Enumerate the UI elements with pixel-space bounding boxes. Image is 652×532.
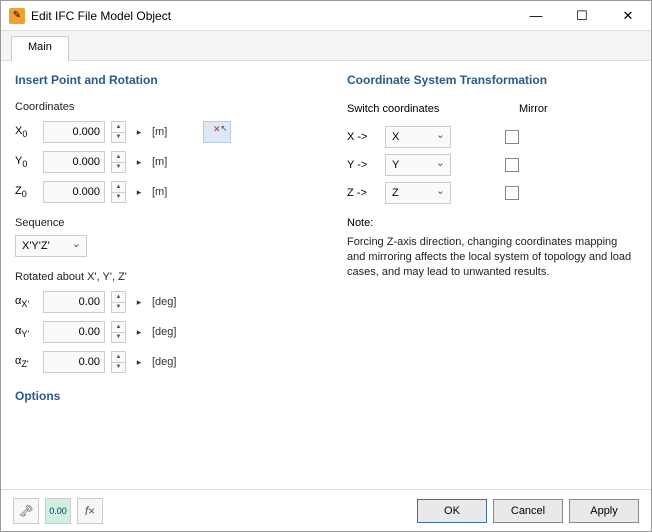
- coord-spinner-y[interactable]: ▲▼: [111, 151, 126, 173]
- rot-label-x: αX': [15, 295, 37, 309]
- coord-spinner-x[interactable]: ▲▼: [111, 121, 126, 143]
- sequence-select-wrap: X'Y'Z': [15, 235, 87, 257]
- coord-unit-z: [m]: [152, 186, 167, 198]
- function-icon[interactable]: f×: [77, 498, 103, 524]
- key-icon[interactable]: 🗝: [13, 498, 39, 524]
- coord-picker-x[interactable]: ▸: [132, 121, 146, 143]
- coord-input-z[interactable]: [43, 181, 105, 203]
- apply-button[interactable]: Apply: [569, 499, 639, 523]
- rot-input-x[interactable]: [43, 291, 105, 313]
- switch-row-z: Z -> Z: [347, 179, 637, 207]
- switch-select-y[interactable]: Y: [385, 154, 451, 176]
- rot-spinner-x[interactable]: ▲▼: [111, 291, 126, 313]
- sequence-select[interactable]: X'Y'Z': [15, 235, 87, 257]
- rot-picker-z[interactable]: ▸: [132, 351, 146, 373]
- coord-transform-panel: Coordinate System Transformation Switch …: [347, 69, 637, 379]
- maximize-button[interactable]: ☐: [559, 1, 605, 31]
- coord-row-x: X0 ▲▼ ▸ [m] ✕↖: [15, 119, 335, 145]
- rot-unit-y: [deg]: [152, 326, 176, 338]
- panel-title-insert: Insert Point and Rotation: [15, 69, 335, 95]
- cursor-indicator-icon[interactable]: ✕↖: [203, 121, 231, 143]
- coord-input-y[interactable]: [43, 151, 105, 173]
- tab-strip: Main: [1, 31, 651, 61]
- mirror-checkbox-z[interactable]: [505, 186, 519, 200]
- rot-spinner-y[interactable]: ▲▼: [111, 321, 126, 343]
- switch-row-y: Y -> Y: [347, 151, 637, 179]
- close-button[interactable]: ✕: [605, 1, 651, 31]
- rot-picker-y[interactable]: ▸: [132, 321, 146, 343]
- mirror-checkbox-y[interactable]: [505, 158, 519, 172]
- panel-title-transform: Coordinate System Transformation: [347, 69, 637, 95]
- coord-row-z: Z0 ▲▼ ▸ [m]: [15, 179, 335, 205]
- options-panel: Options: [15, 385, 637, 481]
- rot-picker-x[interactable]: ▸: [132, 291, 146, 313]
- insert-point-panel: Insert Point and Rotation Coordinates X0…: [15, 69, 335, 379]
- coord-row-y: Y0 ▲▼ ▸ [m]: [15, 149, 335, 175]
- tab-main[interactable]: Main: [11, 36, 69, 61]
- title-bar: ✎ Edit IFC File Model Object — ☐ ✕: [1, 1, 651, 31]
- coordinates-heading: Coordinates: [15, 101, 335, 113]
- mirror-checkbox-x[interactable]: [505, 130, 519, 144]
- switch-select-x[interactable]: X: [385, 126, 451, 148]
- coord-picker-y[interactable]: ▸: [132, 151, 146, 173]
- rot-unit-x: [deg]: [152, 296, 176, 308]
- switch-select-z[interactable]: Z: [385, 182, 451, 204]
- minimize-button[interactable]: —: [513, 1, 559, 31]
- rot-label-z: αZ': [15, 355, 37, 369]
- coord-unit-x: [m]: [152, 126, 167, 138]
- cancel-button[interactable]: Cancel: [493, 499, 563, 523]
- coord-input-x[interactable]: [43, 121, 105, 143]
- coord-picker-z[interactable]: ▸: [132, 181, 146, 203]
- app-icon: ✎: [9, 8, 25, 24]
- switch-label-x: X ->: [347, 131, 375, 143]
- coord-label-z: Z0: [15, 185, 37, 199]
- coord-unit-y: [m]: [152, 156, 167, 168]
- switch-label-y: Y ->: [347, 159, 375, 171]
- mirror-heading: Mirror: [519, 103, 548, 115]
- sequence-heading: Sequence: [15, 217, 335, 229]
- content-area: Insert Point and Rotation Coordinates X0…: [1, 61, 651, 489]
- rot-row-x: αX' ▲▼ ▸ [deg]: [15, 289, 335, 315]
- panel-title-options: Options: [15, 385, 637, 411]
- rot-input-z[interactable]: [43, 351, 105, 373]
- dialog-footer: 🗝 0.00 f× OK Cancel Apply: [1, 489, 651, 531]
- dialog-window: ✎ Edit IFC File Model Object — ☐ ✕ Main …: [0, 0, 652, 532]
- rot-row-y: αY' ▲▼ ▸ [deg]: [15, 319, 335, 345]
- coord-label-x: X0: [15, 125, 37, 139]
- ok-button[interactable]: OK: [417, 499, 487, 523]
- rot-row-z: αZ' ▲▼ ▸ [deg]: [15, 349, 335, 375]
- window-title: Edit IFC File Model Object: [31, 9, 513, 23]
- rot-label-y: αY': [15, 325, 37, 339]
- rot-spinner-z[interactable]: ▲▼: [111, 351, 126, 373]
- switch-heading: Switch coordinates: [347, 103, 487, 115]
- units-icon[interactable]: 0.00: [45, 498, 71, 524]
- rotated-heading: Rotated about X', Y', Z': [15, 271, 335, 283]
- switch-header-row: Switch coordinates Mirror: [347, 95, 637, 123]
- coord-label-y: Y0: [15, 155, 37, 169]
- coord-spinner-z[interactable]: ▲▼: [111, 181, 126, 203]
- note-heading: Note:: [347, 217, 637, 229]
- switch-label-z: Z ->: [347, 187, 375, 199]
- note-body: Forcing Z-axis direction, changing coord…: [347, 235, 637, 280]
- rot-input-y[interactable]: [43, 321, 105, 343]
- switch-row-x: X -> X: [347, 123, 637, 151]
- rot-unit-z: [deg]: [152, 356, 176, 368]
